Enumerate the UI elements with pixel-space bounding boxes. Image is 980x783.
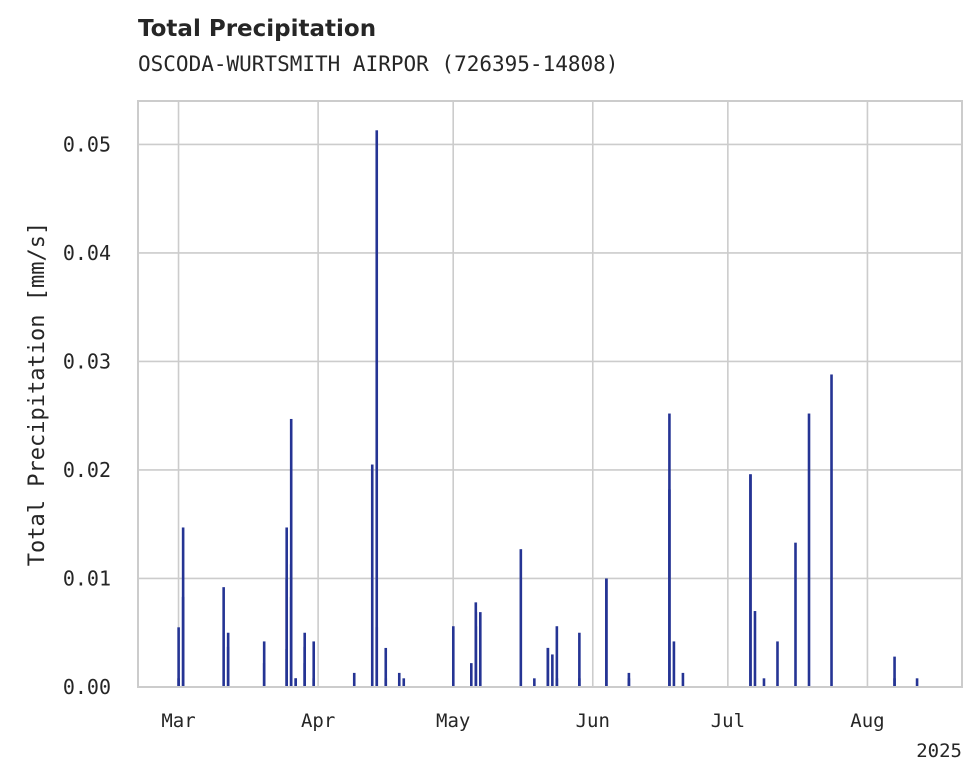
precipitation-bar xyxy=(893,656,896,687)
precipitation-bar xyxy=(181,596,185,687)
x-tick-label: Apr xyxy=(301,710,335,732)
chart-subtitle: OSCODA-WURTSMITH AIRPOR (726395-14808) xyxy=(138,52,619,76)
precipitation-bar xyxy=(370,464,374,687)
precipitation-bar xyxy=(555,678,559,687)
precipitation-bar xyxy=(474,626,478,687)
precipitation-bar xyxy=(578,678,581,687)
precipitation-bar xyxy=(672,641,676,687)
precipitation-bar xyxy=(605,578,608,687)
y-tick-label: 0.01 xyxy=(63,566,111,590)
x-tick-label: Jul xyxy=(711,710,745,732)
precipitation-bar xyxy=(303,632,307,687)
grid-lines xyxy=(138,101,962,688)
precipitation-bar xyxy=(555,626,559,687)
precipitation-bar xyxy=(285,578,288,687)
precipitation-bar xyxy=(762,678,766,687)
x-tick-label: May xyxy=(436,710,470,732)
precipitation-bar xyxy=(375,627,379,687)
precipitation-bar xyxy=(479,612,482,687)
precipitation-bar xyxy=(749,474,752,687)
y-tick-label: 0.03 xyxy=(63,349,111,373)
precipitation-bar xyxy=(375,130,379,688)
x-tick-label: Mar xyxy=(161,710,195,732)
x-tick-label: Jun xyxy=(576,710,610,732)
precipitation-bar xyxy=(807,413,811,687)
precipitation-bar xyxy=(352,672,356,687)
precipitation-bar xyxy=(312,678,316,687)
plot-frame xyxy=(137,100,963,688)
precipitation-bar xyxy=(402,678,406,687)
precipitation-bar xyxy=(776,641,779,687)
precipitation-bar xyxy=(177,627,180,687)
precipitation-bar xyxy=(668,489,671,687)
precipitation-bar xyxy=(222,587,225,687)
chart-title: Total Precipitation xyxy=(138,16,377,42)
y-tick-label: 0.02 xyxy=(63,458,111,482)
precipitation-bar xyxy=(753,611,757,687)
precipitation-bar xyxy=(519,549,523,687)
precipitation-bar xyxy=(551,654,554,687)
precipitation-bar xyxy=(578,632,581,687)
x-axis-year-label: 2025 xyxy=(916,740,962,762)
precipitation-bar xyxy=(830,374,833,687)
precipitation-bar xyxy=(794,542,797,687)
precipitation-bar xyxy=(533,678,536,687)
precipitation-bar xyxy=(289,564,293,687)
precipitation-bar xyxy=(627,678,631,687)
y-tick-label: 0.05 xyxy=(63,132,111,156)
y-axis-label: Total Precipitation [mm/s] xyxy=(25,222,50,566)
precipitation-bar xyxy=(451,626,455,687)
precipitation-bar xyxy=(262,663,266,687)
precipitation-bar xyxy=(289,418,293,687)
precipitation-bar xyxy=(397,672,401,687)
precipitation-bar xyxy=(312,641,316,687)
precipitation-bar xyxy=(384,647,388,687)
y-tick-label: 0.04 xyxy=(63,241,111,265)
precipitation-bar xyxy=(893,678,896,687)
y-tick-label: 0.00 xyxy=(63,675,111,699)
precipitation-bar xyxy=(915,678,919,687)
precipitation-bar xyxy=(226,632,230,687)
precipitation-bar xyxy=(294,678,297,687)
x-axis: Mar Apr May Jun Jul Aug xyxy=(161,710,884,732)
y-axis: 0.00 0.01 0.02 0.03 0.04 0.05 xyxy=(63,132,111,699)
x-tick-label: Aug xyxy=(850,710,884,732)
precipitation-bar xyxy=(470,663,473,687)
precipitation-bars xyxy=(177,130,919,688)
precipitation-bar xyxy=(681,672,685,687)
precipitation-bar xyxy=(546,647,550,687)
precipitation-bar xyxy=(303,663,307,687)
